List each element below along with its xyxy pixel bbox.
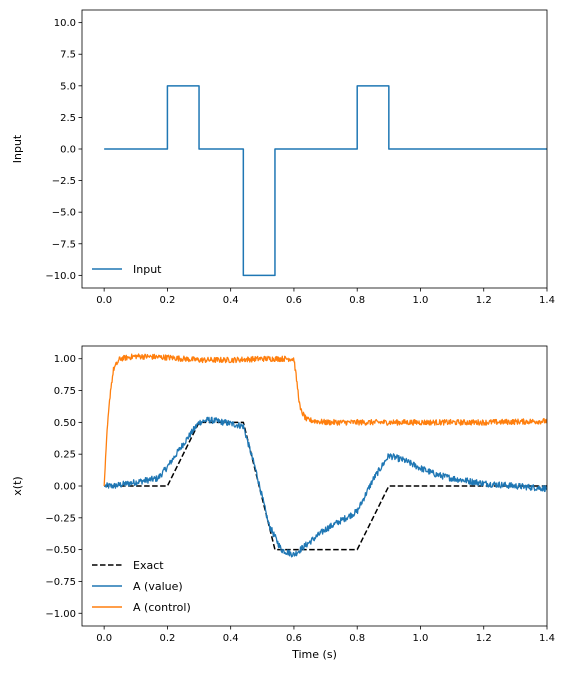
y-axis-title: Input xyxy=(11,134,24,163)
x-tick-label: 0.2 xyxy=(159,295,175,306)
x-tick-label: 0.0 xyxy=(96,295,112,306)
x-tick-label: 1.0 xyxy=(413,633,429,644)
y-tick-label: 0.00 xyxy=(54,482,76,493)
legend-label: Exact xyxy=(133,559,164,572)
y-tick-label: 1.00 xyxy=(54,354,76,365)
series-line-input xyxy=(104,85,547,277)
y-tick-label: −2.5 xyxy=(52,176,76,187)
legend: Exact A (value) A (control) xyxy=(92,559,191,614)
y-tick-label: −1.00 xyxy=(45,609,76,620)
x-tick-label: 0.0 xyxy=(96,633,112,644)
plot-area xyxy=(104,85,547,277)
x-axis-title: Time (s) xyxy=(291,648,337,661)
legend-label: Input xyxy=(133,263,162,276)
x-tick-label: 1.4 xyxy=(539,633,555,644)
legend-label: A (value) xyxy=(133,580,183,593)
x-tick-label: 0.2 xyxy=(159,633,175,644)
x-tick-label: 0.8 xyxy=(349,295,365,306)
series-line-a-value xyxy=(103,416,547,558)
x-tick-label: 0.4 xyxy=(223,633,239,644)
legend: Input xyxy=(92,263,162,276)
y-tick-label: 0.25 xyxy=(54,450,76,461)
state-subplot: 0.0 0.2 0.4 0.6 0.8 1.0 1.2 1.4 1.00 0.75 0.50 0.25… xyxy=(11,345,555,661)
input-subplot: 0.0 0.2 0.4 0.6 0.8 1.0 1.2 1.4 10.0 7.5 5.0 2.5 0.0… xyxy=(11,9,555,306)
y-tick-label: −0.25 xyxy=(45,513,76,524)
y-tick-label: 5.0 xyxy=(60,81,76,92)
y-tick-label: 10.0 xyxy=(54,18,76,29)
y-axis-title: x(t) xyxy=(11,476,24,495)
y-tick-label: 2.5 xyxy=(60,113,76,124)
y-tick-label: 7.5 xyxy=(60,50,76,61)
y-tick-label: 0.75 xyxy=(54,386,76,397)
y-tick-label: −5.0 xyxy=(52,208,76,219)
x-tick-label: 1.2 xyxy=(476,633,492,644)
y-tick-label: −0.50 xyxy=(45,545,76,556)
x-tick-label: 0.6 xyxy=(286,295,302,306)
y-tick-label: −0.75 xyxy=(45,577,76,588)
plot-area xyxy=(103,353,547,558)
x-tick-label: 0.6 xyxy=(286,633,302,644)
x-tick-label: 0.8 xyxy=(349,633,365,644)
x-tick-label: 1.4 xyxy=(539,295,555,306)
series-line-a-control xyxy=(103,353,547,487)
x-tick-label: 1.2 xyxy=(476,295,492,306)
x-tick-label: 0.4 xyxy=(223,295,239,306)
y-tick-label: −7.5 xyxy=(52,239,76,250)
y-tick-label: −10.0 xyxy=(45,271,76,282)
legend-label: A (control) xyxy=(133,601,191,614)
y-tick-label: 0.50 xyxy=(54,418,76,429)
x-tick-label: 1.0 xyxy=(413,295,429,306)
y-tick-label: 0.0 xyxy=(60,145,76,156)
